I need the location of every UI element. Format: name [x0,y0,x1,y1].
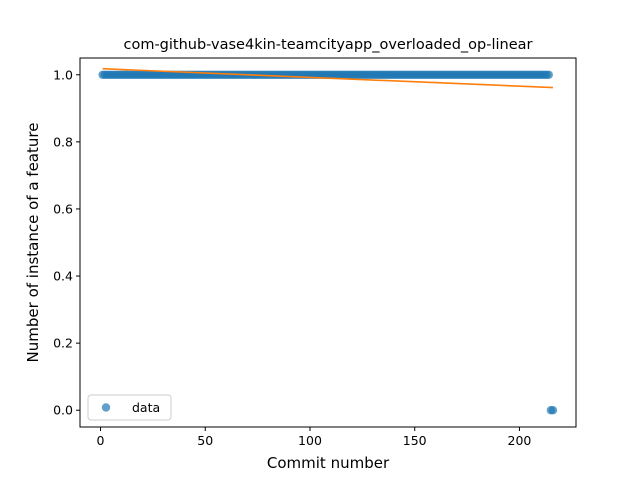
x-tick-label: 150 [403,433,427,448]
x-axis: 0 50 100 150 200 [97,427,532,448]
legend: data [88,395,171,420]
data-point [545,71,553,79]
x-tick-label: 0 [97,433,105,448]
axes-frame [80,58,576,427]
chart-title: com-github-vase4kin-teamcityapp_overload… [123,37,532,53]
x-tick-label: 50 [197,433,213,448]
y-tick-label: 0.2 [53,336,73,351]
y-tick-label: 0.6 [53,201,73,216]
legend-marker [102,403,110,411]
y-axis-label: Number of instance of a feature [24,123,42,363]
x-tick-label: 100 [298,433,322,448]
y-tick-label: 0.8 [53,134,73,149]
y-tick-label: 0.0 [53,403,73,418]
y-axis: 0.0 0.2 0.4 0.6 0.8 1.0 [53,67,80,417]
y-tick-label: 0.4 [53,269,73,284]
x-tick-label: 200 [508,433,532,448]
legend-label: data [132,400,160,415]
x-axis-label: Commit number [267,454,390,472]
y-tick-label: 1.0 [53,67,73,82]
data-point [549,406,557,414]
plot-area [98,69,557,415]
